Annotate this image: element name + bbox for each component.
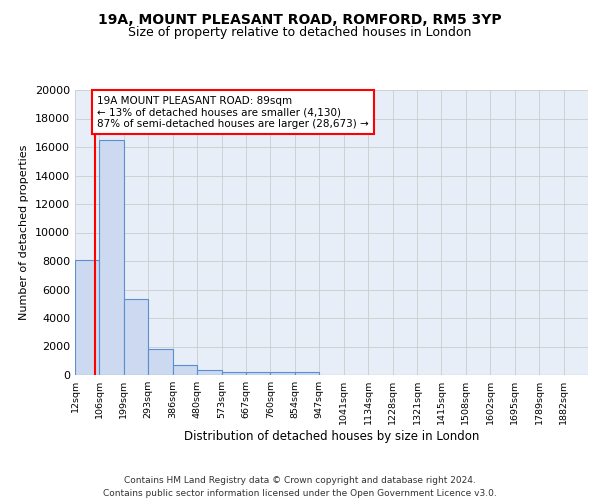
Bar xyxy=(295,372,319,375)
Text: Contains HM Land Registry data © Crown copyright and database right 2024.
Contai: Contains HM Land Registry data © Crown c… xyxy=(103,476,497,498)
Text: Size of property relative to detached houses in London: Size of property relative to detached ho… xyxy=(128,26,472,39)
Text: 19A MOUNT PLEASANT ROAD: 89sqm
← 13% of detached houses are smaller (4,130)
87% : 19A MOUNT PLEASANT ROAD: 89sqm ← 13% of … xyxy=(97,96,369,129)
Bar xyxy=(124,300,148,375)
X-axis label: Distribution of detached houses by size in London: Distribution of detached houses by size … xyxy=(184,430,479,443)
Bar xyxy=(173,365,197,375)
Bar xyxy=(246,372,271,375)
Bar xyxy=(271,372,295,375)
Text: 19A, MOUNT PLEASANT ROAD, ROMFORD, RM5 3YP: 19A, MOUNT PLEASANT ROAD, ROMFORD, RM5 3… xyxy=(98,12,502,26)
Bar xyxy=(75,260,100,375)
Bar xyxy=(148,348,173,375)
Bar xyxy=(100,140,124,375)
Bar xyxy=(221,372,246,375)
Y-axis label: Number of detached properties: Number of detached properties xyxy=(19,145,29,320)
Bar xyxy=(197,370,221,375)
